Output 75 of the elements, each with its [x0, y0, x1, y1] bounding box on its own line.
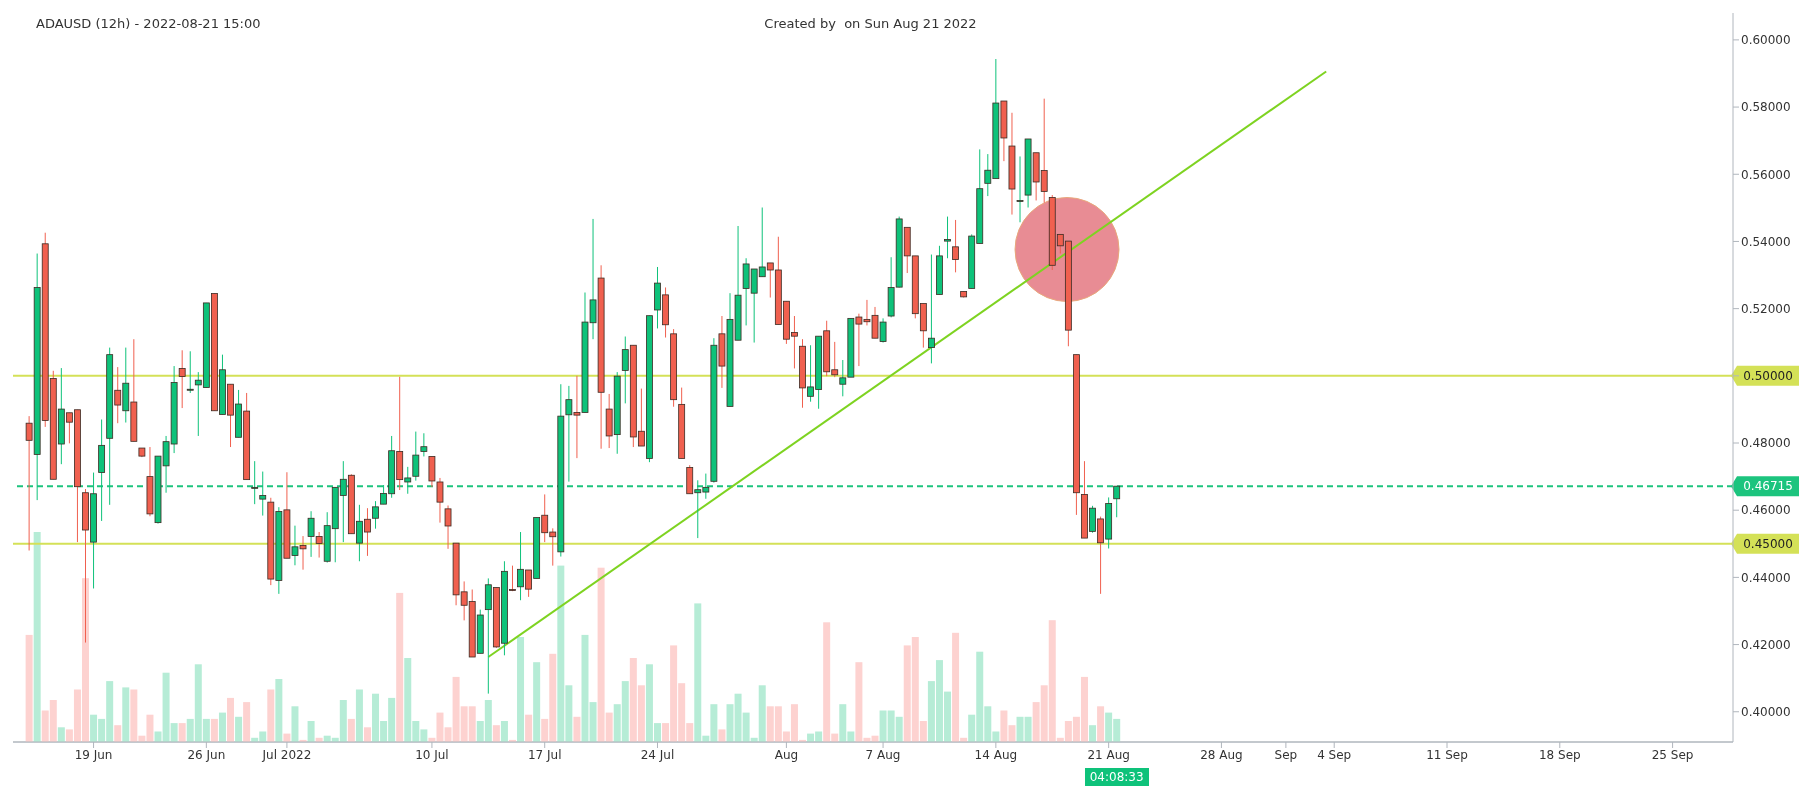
chart-subtitle: Created by on Sun Aug 21 2022 — [764, 16, 977, 31]
x-tick-label: 17 Jul — [527, 747, 562, 762]
bar — [525, 714, 533, 742]
bar — [57, 727, 65, 742]
candlestick — [944, 216, 951, 259]
bar — [307, 721, 315, 742]
bar — [396, 592, 404, 742]
x-tick-label: 25 Sep — [1651, 747, 1694, 762]
candlestick — [444, 504, 452, 550]
bar — [1097, 706, 1105, 742]
x-tick-label: Sep — [1274, 747, 1298, 762]
ref-line-label: 0.45000 — [1743, 536, 1793, 551]
chart-title: ADAUSD (12h) - 2022-08-21 15:00 — [36, 16, 261, 31]
candlestick — [186, 350, 194, 394]
bar — [1089, 725, 1097, 742]
y-tick-label: 0.58000 — [1741, 100, 1791, 115]
x-tick-label: 26 Jun — [187, 747, 226, 762]
y-tick-label: 0.40000 — [1741, 705, 1791, 720]
candlestick — [952, 219, 959, 273]
x-tick-label: Aug — [774, 747, 799, 762]
x-tick-label: 24 Jul — [640, 747, 675, 762]
x-tick-label: 18 Sep — [1538, 747, 1581, 762]
bar — [347, 718, 355, 742]
y-tick-label: 0.46000 — [1741, 503, 1791, 518]
bar — [500, 721, 508, 742]
bar — [267, 689, 275, 742]
x-tick-label: 4 Sep — [1317, 747, 1352, 762]
bar — [243, 702, 251, 742]
bar — [718, 729, 726, 742]
bar — [581, 634, 589, 742]
x-tick-label: 28 Aug — [1200, 747, 1243, 762]
x-tick-label: 21 Aug — [1087, 747, 1130, 762]
bar — [589, 702, 597, 742]
y-tick-label: 0.56000 — [1741, 167, 1791, 182]
bar — [33, 532, 41, 742]
y-tick-label: 0.52000 — [1741, 301, 1791, 316]
bar — [235, 716, 243, 742]
bar — [533, 662, 541, 742]
bar — [355, 689, 363, 742]
ref-line-label: 0.50000 — [1743, 368, 1793, 383]
text: 04:08:33 — [1084, 768, 1149, 786]
candlestick — [1113, 485, 1121, 518]
x-tick-label: 7 Aug — [865, 747, 901, 762]
bar — [178, 723, 186, 742]
candlestick — [178, 349, 186, 409]
candlestick — [412, 431, 420, 482]
candlestick — [259, 471, 267, 517]
x-tick-label: 19 Jun — [74, 747, 113, 762]
x-tick-label: Jul 2022 — [261, 747, 312, 762]
ref-line-label: 0.46715 — [1743, 479, 1793, 494]
bar — [122, 687, 130, 742]
bar — [227, 697, 235, 742]
candlestick — [928, 254, 935, 364]
bar — [114, 725, 122, 742]
bar — [210, 718, 218, 742]
bar — [517, 637, 525, 742]
y-tick-label: 0.42000 — [1741, 637, 1791, 652]
bar — [291, 706, 299, 742]
bar — [218, 712, 226, 742]
y-tick-label: 0.44000 — [1741, 570, 1791, 585]
bar — [363, 727, 371, 742]
candlestick — [420, 432, 428, 457]
bar — [492, 725, 500, 742]
y-tick-label: 0.60000 — [1741, 33, 1791, 48]
candlestick — [1016, 155, 1024, 223]
y-tick-label: 0.48000 — [1741, 436, 1791, 451]
bar — [573, 716, 581, 742]
x-tick-label: 10 Jul — [415, 747, 449, 762]
x-tick-label: 14 Aug — [974, 747, 1018, 762]
bar — [25, 634, 33, 742]
candlestick — [372, 500, 379, 530]
y-tick-label: 0.54000 — [1741, 234, 1791, 249]
candlestick — [251, 460, 259, 505]
x-tick-label: 11 Sep — [1426, 747, 1468, 762]
bar — [275, 679, 283, 742]
